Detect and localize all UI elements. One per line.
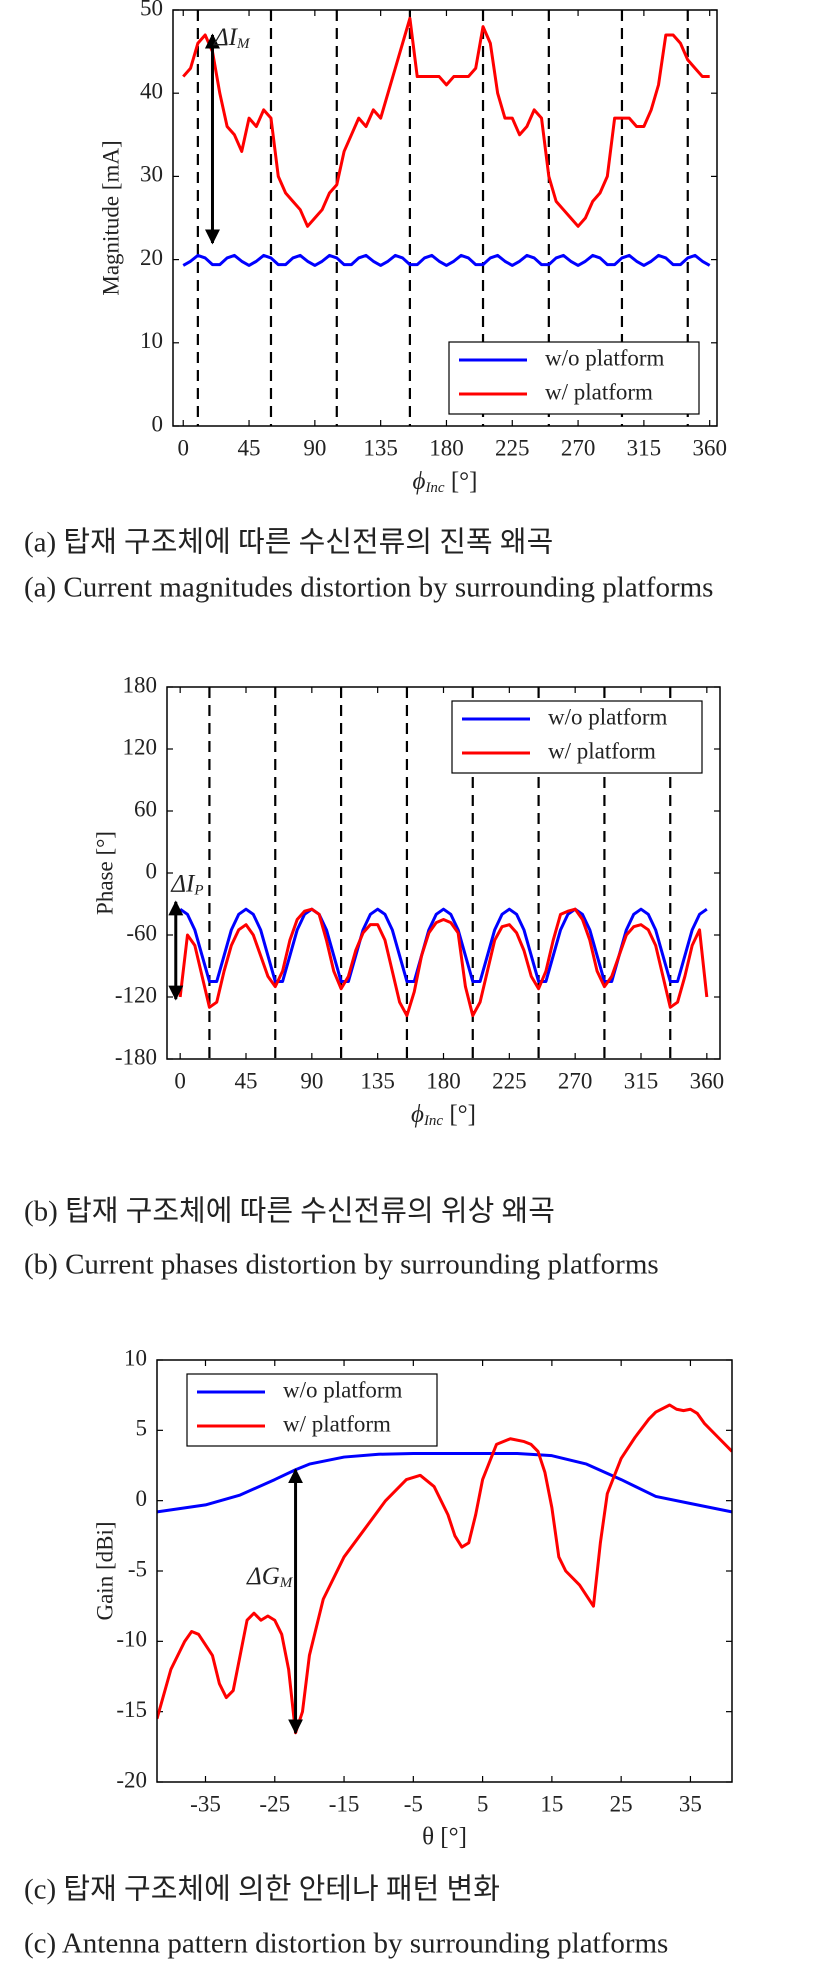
y-tick-label: -60 xyxy=(126,920,157,945)
x-tick-label: 135 xyxy=(360,1068,395,1093)
x-tick-label: 15 xyxy=(540,1791,563,1816)
y-tick-label: 180 xyxy=(123,672,158,697)
x-tick-label: 45 xyxy=(235,1068,258,1093)
x-tick-label: 270 xyxy=(558,1068,593,1093)
y-tick-label: -180 xyxy=(115,1044,157,1069)
legend-label: w/ platform xyxy=(548,738,656,763)
caption: (b) 탑재 구조체에 따른 수신전류의 위상 왜곡 xyxy=(24,1195,555,1228)
caption: (a) Current magnitudes distortion by sur… xyxy=(24,572,713,604)
legend-box xyxy=(451,700,703,774)
x-tick-label: 0 xyxy=(177,435,189,460)
x-tick-label: 0 xyxy=(174,1068,186,1093)
x-tick-label: -5 xyxy=(404,1791,423,1816)
annotation: ΔIM xyxy=(213,24,251,53)
x-axis-label: θ [°] xyxy=(422,1824,467,1851)
plot-frame xyxy=(166,686,721,1060)
x-axis-label-rest: [°] xyxy=(445,468,478,495)
x-tick-label: -35 xyxy=(190,1791,221,1816)
y-tick-label: 20 xyxy=(140,245,163,270)
series-line xyxy=(157,1452,732,1514)
series-line xyxy=(178,907,709,1018)
y-tick-label: 0 xyxy=(146,858,158,883)
y-axis-label: Magnitude [mA] xyxy=(98,140,123,295)
x-tick-label: 360 xyxy=(692,435,727,460)
x-tick-label: 45 xyxy=(238,435,261,460)
y-tick-label: 120 xyxy=(123,734,158,759)
x-tick-label: 90 xyxy=(303,435,326,460)
y-tick-label: 10 xyxy=(140,328,163,353)
y-tick-label: 5 xyxy=(136,1416,148,1441)
x-axis-label-rest: [°] xyxy=(443,1101,476,1128)
series-line xyxy=(157,1403,732,1735)
series-line xyxy=(182,16,710,228)
legend-label: w/o platform xyxy=(545,345,665,370)
legend-label: w/o platform xyxy=(283,1377,403,1402)
y-tick-label: -20 xyxy=(116,1767,147,1792)
annotation-sub: P xyxy=(193,883,203,899)
x-axis-label: ϕInc [°] xyxy=(411,1101,476,1130)
x-tick-label: 360 xyxy=(690,1068,725,1093)
annotation-main: ΔI xyxy=(213,24,239,51)
legend-label: w/ platform xyxy=(545,379,653,404)
y-tick-label: 0 xyxy=(136,1486,148,1511)
y-tick-label: 30 xyxy=(140,162,163,187)
legend-label: w/o platform xyxy=(548,704,668,729)
x-axis-label-main: ϕ xyxy=(412,468,425,495)
caption: (b) Current phases distortion by surroun… xyxy=(24,1249,659,1281)
x-tick-label: -25 xyxy=(259,1791,290,1816)
x-tick-label: -15 xyxy=(329,1791,360,1816)
annotation: ΔGM xyxy=(246,1563,294,1592)
legend-box xyxy=(186,1373,438,1447)
y-tick-label: -15 xyxy=(116,1697,147,1722)
caption: (a) 탑재 구조체에 따른 수신전류의 진폭 왜곡 xyxy=(24,527,553,559)
annotation-sub: M xyxy=(236,37,251,53)
x-axis-label: ϕInc [°] xyxy=(412,468,477,497)
y-axis-label: Phase [°] xyxy=(92,831,117,915)
plot-frame xyxy=(156,1359,733,1783)
x-tick-label: 25 xyxy=(610,1791,633,1816)
annotation-sub: M xyxy=(279,1575,294,1591)
x-tick-label: 180 xyxy=(429,435,464,460)
y-tick-label: 0 xyxy=(152,411,164,436)
x-tick-label: 90 xyxy=(300,1068,323,1093)
y-axis-label: Gain [dBi] xyxy=(92,1521,117,1620)
x-axis-label-sub: Inc xyxy=(423,1113,443,1129)
x-axis-label-main: ϕ xyxy=(411,1101,424,1128)
x-axis-label-sub: Inc xyxy=(424,480,444,496)
x-tick-label: 135 xyxy=(363,435,398,460)
annotation-main: ΔG xyxy=(246,1563,280,1590)
y-tick-label: -120 xyxy=(115,982,157,1007)
x-tick-label: 270 xyxy=(561,435,596,460)
y-tick-label: -10 xyxy=(116,1627,147,1652)
y-tick-label: -5 xyxy=(128,1556,147,1581)
annotation-main: ΔI xyxy=(170,870,196,897)
x-tick-label: 180 xyxy=(426,1068,461,1093)
series-line xyxy=(182,253,711,267)
x-tick-label: 315 xyxy=(624,1068,659,1093)
x-tick-label: 315 xyxy=(627,435,662,460)
y-tick-label: 50 xyxy=(140,0,163,20)
annotation: ΔIP xyxy=(170,870,203,899)
legend-label: w/ platform xyxy=(283,1411,391,1436)
y-tick-label: 10 xyxy=(124,1345,147,1370)
legend-box xyxy=(448,341,700,415)
plot-frame xyxy=(172,9,718,427)
caption: (c) 탑재 구조체에 의한 안테나 패턴 변화 xyxy=(24,1874,500,1906)
x-tick-label: 35 xyxy=(679,1791,702,1816)
x-tick-label: 225 xyxy=(495,435,530,460)
y-tick-label: 40 xyxy=(140,78,163,103)
x-tick-label: 225 xyxy=(492,1068,527,1093)
y-tick-label: 60 xyxy=(134,796,157,821)
x-tick-label: 5 xyxy=(477,1791,489,1816)
caption: (c) Antenna pattern distortion by surrou… xyxy=(24,1928,668,1960)
